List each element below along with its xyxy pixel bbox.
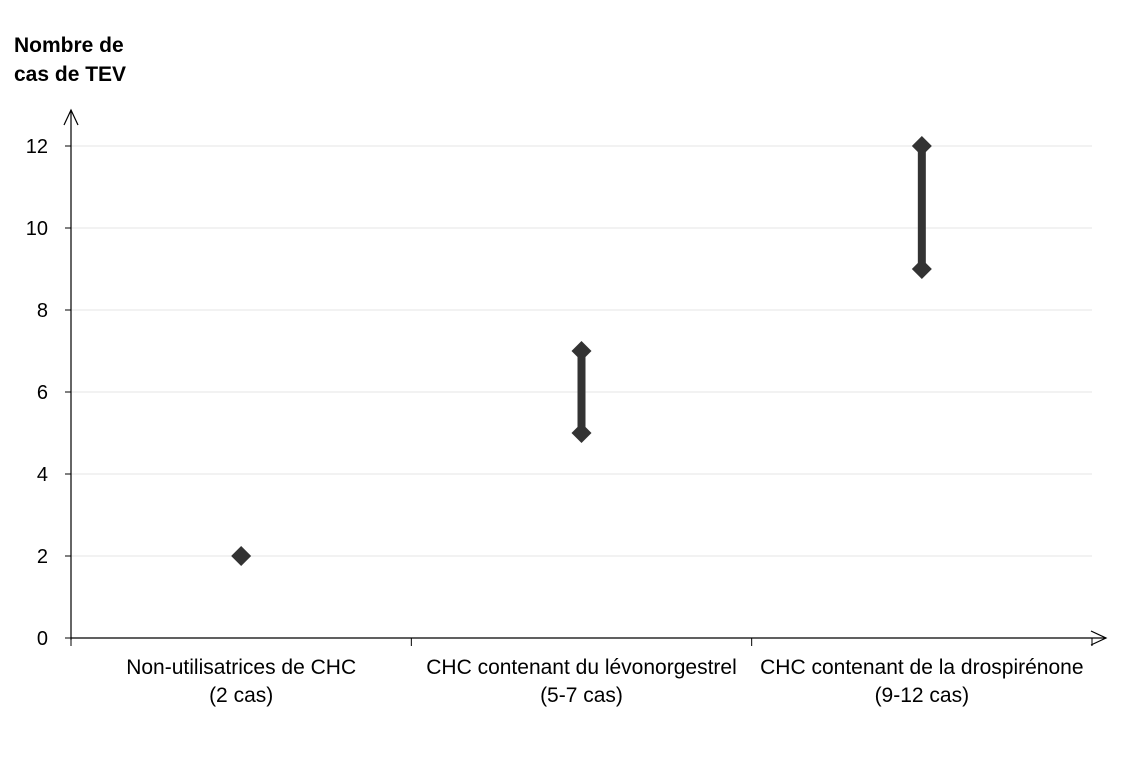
x-category-label-1-line-2: (5-7 cas) [540, 684, 623, 707]
x-category-label-0-line-2: (2 cas) [209, 684, 273, 707]
y-tick-label-0: 0 [37, 628, 48, 650]
y-axis-title-line-2: cas de TEV [14, 63, 127, 86]
marker-low-2 [911, 259, 932, 279]
y-tick-labels: 0 2 4 6 8 10 12 [26, 136, 48, 650]
x-category-labels: Non-utilisatrices de CHC (2 cas) CHC conte… [126, 656, 1083, 707]
y-tick-label-4: 4 [37, 464, 48, 486]
x-category-label-1-line-1: CHC contenant du lévonorgestrel [426, 656, 737, 679]
y-tick-label-2: 2 [37, 546, 48, 568]
marker-low-1 [571, 423, 592, 443]
x-axis-arrow [1090, 630, 1108, 646]
x-category-label-2-line-2: (9-12 cas) [875, 684, 970, 707]
y-tick-label-6: 6 [37, 382, 48, 404]
y-axis-title-line-1: Nombre de [14, 34, 124, 57]
range-marks [231, 136, 932, 566]
marker-high-2 [911, 136, 932, 156]
grid-lines [71, 145, 1092, 557]
y-tick-label-10: 10 [26, 218, 48, 240]
y-axis-arrow [63, 108, 79, 126]
y-tick-label-8: 8 [37, 300, 48, 322]
x-category-label-2-line-1: CHC contenant de la drospirénone [760, 656, 1083, 679]
x-category-label-0-line-1: Non-utilisatrices de CHC [126, 656, 356, 679]
y-tick-label-12: 12 [26, 136, 48, 158]
axes [63, 108, 1108, 646]
marker-high-0 [231, 546, 252, 566]
marker-high-1 [571, 341, 592, 361]
